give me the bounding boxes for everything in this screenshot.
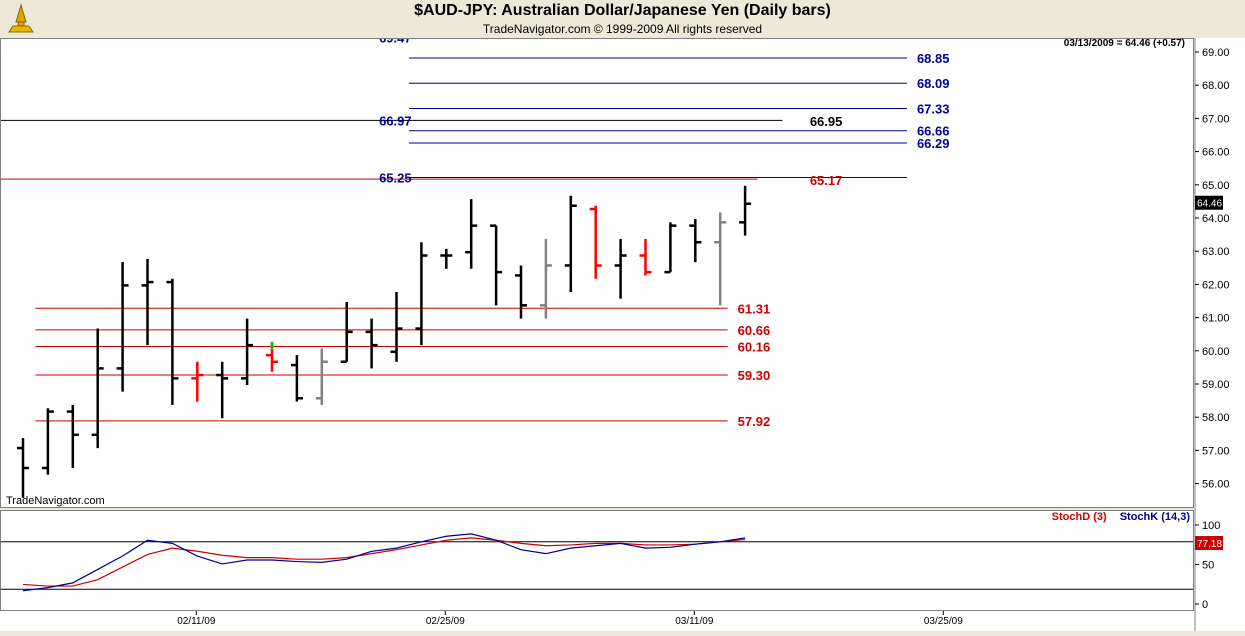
annotation-1: 65.17 bbox=[810, 173, 843, 188]
ohlc-bar-11 bbox=[290, 355, 303, 402]
y-axis: 56.00 57.00 58.00 59.00 60.00 61.00 62.00 63.00… bbox=[1194, 38, 1230, 631]
ohlc-bar-25 bbox=[639, 238, 652, 276]
ohlc-bar-28 bbox=[714, 212, 727, 306]
stoch-y-tick-label-0: 0 bbox=[1202, 599, 1208, 611]
y-tick-label-11: 67.00 bbox=[1202, 113, 1230, 125]
level-label-4: 57.92 bbox=[738, 414, 771, 429]
ohlc-bar-15 bbox=[390, 292, 403, 362]
stochastic-legend: StochD (3) StochK (14,3) bbox=[1052, 511, 1190, 523]
ohlc-bar-4 bbox=[116, 262, 129, 392]
annotation-3: 66.95 bbox=[810, 114, 843, 129]
x-tick-label-2: 03/11/09 bbox=[675, 616, 714, 627]
level-label-2: 60.16 bbox=[738, 339, 771, 354]
ohlc-bar-12 bbox=[315, 348, 328, 405]
ohlc-bar-16 bbox=[415, 242, 428, 346]
x-axis-area: 02/11/09 02/25/09 03/11/09 03/25/09 bbox=[0, 611, 1194, 631]
watermark: TradeNavigator.com bbox=[6, 495, 105, 507]
stochastic-panel[interactable] bbox=[0, 510, 1194, 611]
level-label-1: 60.66 bbox=[738, 323, 771, 338]
y-tick-label-6: 62.00 bbox=[1202, 279, 1230, 291]
last-price-tag-label: 64.46 bbox=[1197, 199, 1222, 210]
y-tick-label-9: 65.00 bbox=[1202, 180, 1230, 192]
ohlc-bar-21 bbox=[539, 238, 552, 319]
ohlc-bar-24 bbox=[614, 238, 627, 299]
annotation-4: 69.47 bbox=[379, 39, 412, 45]
stoch-y-tick-label-2: 100 bbox=[1202, 520, 1220, 532]
last-price-tag bbox=[1195, 195, 1223, 210]
level-label-3: 59.30 bbox=[738, 368, 771, 383]
level-label-12: 68.85 bbox=[917, 51, 950, 66]
chart-header: $AUD-JPY: Australian Dollar/Japanese Yen… bbox=[0, 0, 1245, 38]
y-axis-area: 56.00 57.00 58.00 59.00 60.00 61.00 62.00 63.00… bbox=[1194, 38, 1245, 631]
annotation-2: 66.97 bbox=[379, 113, 412, 128]
stoch-last-tag bbox=[1195, 536, 1223, 551]
ohlc-bar-5 bbox=[141, 258, 154, 346]
level-label-11: 68.09 bbox=[917, 76, 950, 91]
price-panel[interactable]: 61.31 60.66 60.16 59.30 57.92 66.29 66.66 67.33… bbox=[0, 38, 1194, 508]
ohlc-bar-23 bbox=[589, 205, 602, 279]
stoch-y-tick-label-1: 50 bbox=[1202, 560, 1214, 572]
level-label-0: 61.31 bbox=[738, 301, 771, 316]
y-tick-label-0: 56.00 bbox=[1202, 479, 1230, 491]
y-tick-label-4: 60.00 bbox=[1202, 346, 1230, 358]
ohlc-bar-0 bbox=[17, 438, 29, 498]
stoch-k-legend: StochK (14,3) bbox=[1119, 511, 1190, 523]
x-tick-label-0: 02/11/09 bbox=[177, 616, 216, 627]
annotation-0: 65.25 bbox=[379, 171, 412, 186]
ohlc-bar-29 bbox=[739, 185, 752, 236]
y-tick-label-7: 63.00 bbox=[1202, 246, 1230, 258]
ohlc-bar-6 bbox=[166, 278, 179, 405]
x-axis: 02/11/09 02/25/09 03/11/09 03/25/09 bbox=[177, 611, 963, 627]
stoch-series-0 bbox=[22, 537, 746, 587]
ohlc-bar-19 bbox=[490, 224, 503, 306]
ohlc-bar-22 bbox=[564, 195, 577, 293]
ohlc-bar-27 bbox=[689, 219, 702, 263]
y-tick-label-1: 57.00 bbox=[1202, 445, 1230, 457]
ohlc-bar-17 bbox=[440, 248, 453, 269]
y-tick-label-5: 61.00 bbox=[1202, 313, 1230, 325]
y-tick-label-12: 68.00 bbox=[1202, 80, 1230, 92]
chart-subtitle: TradeNavigator.com © 1999-2009 All right… bbox=[482, 22, 763, 36]
ohlc-bar-3 bbox=[91, 328, 104, 449]
stoch-d-legend: StochD (3) bbox=[1051, 511, 1107, 523]
y-tick-label-10: 66.00 bbox=[1202, 147, 1230, 159]
ohlc-bar-14 bbox=[365, 318, 378, 369]
ohlc-bar-10 bbox=[266, 341, 278, 372]
chart-title: $AUD-JPY: Australian Dollar/Japanese Yen… bbox=[414, 2, 831, 19]
level-label-10: 67.33 bbox=[917, 101, 950, 116]
ohlc-bar-13 bbox=[340, 302, 353, 364]
ohlc-bar-18 bbox=[465, 199, 478, 269]
ohlc-bar-2 bbox=[66, 404, 79, 468]
last-price-status: 03/13/2009 = 64.46 (+0.57) bbox=[1063, 38, 1185, 49]
ohlc-bar-26 bbox=[664, 222, 677, 274]
ohlc-bar-8 bbox=[216, 361, 229, 419]
level-label-8: 66.29 bbox=[917, 136, 950, 151]
y-tick-label-3: 59.00 bbox=[1202, 379, 1230, 391]
x-tick-label-3: 03/25/09 bbox=[924, 616, 963, 627]
trade-navigator-logo-icon bbox=[8, 3, 34, 33]
ohlc-bar-1 bbox=[41, 408, 54, 475]
stoch-series-1 bbox=[22, 533, 746, 592]
ohlc-bar-9 bbox=[241, 318, 254, 385]
stochastic-chart[interactable] bbox=[1, 511, 1194, 611]
stoch-last-tag-label: 77.18 bbox=[1197, 539, 1222, 550]
ohlc-bar-7 bbox=[191, 361, 204, 402]
level-label-9: 66.66 bbox=[917, 124, 950, 139]
y-tick-label-2: 58.00 bbox=[1202, 412, 1230, 424]
ohlc-bar-20 bbox=[515, 265, 527, 319]
x-tick-label-1: 02/25/09 bbox=[426, 616, 465, 627]
y-tick-label-8: 64.00 bbox=[1202, 213, 1230, 225]
y-tick-label-13: 69.00 bbox=[1202, 47, 1230, 59]
